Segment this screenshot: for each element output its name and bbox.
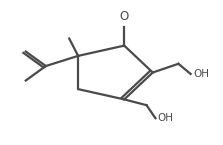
Text: OH: OH	[193, 69, 209, 79]
Text: OH: OH	[158, 113, 174, 123]
Text: O: O	[120, 10, 129, 23]
